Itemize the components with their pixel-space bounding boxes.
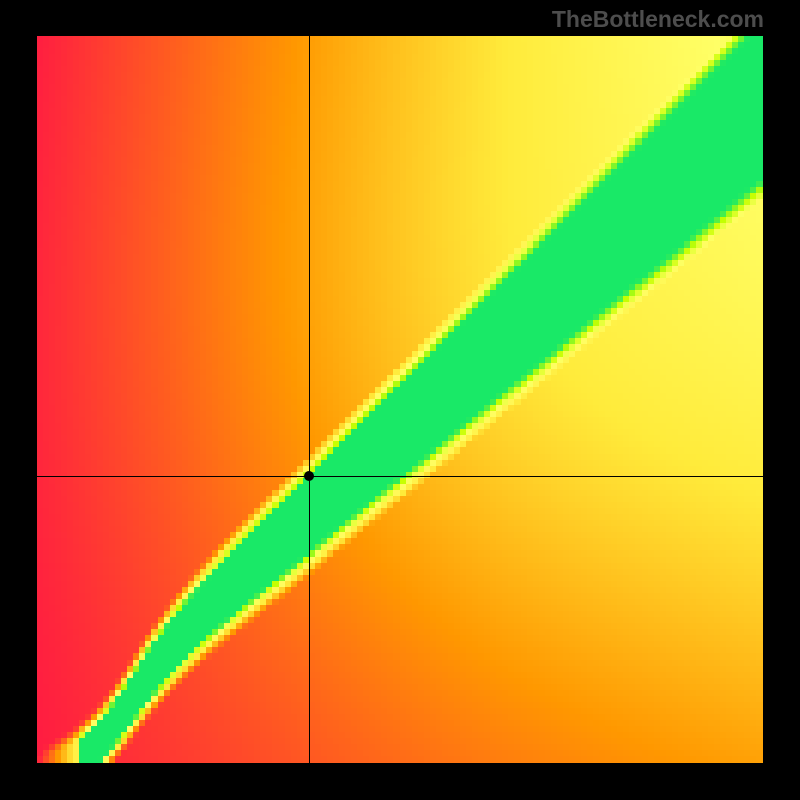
bottleneck-heatmap (37, 36, 763, 763)
crosshair-horizontal (37, 476, 763, 477)
chart-container: { "canvas": { "width": 800, "height": 80… (0, 0, 800, 800)
crosshair-vertical (309, 36, 310, 763)
watermark-text: TheBottleneck.com (552, 6, 764, 33)
selection-marker (304, 471, 314, 481)
